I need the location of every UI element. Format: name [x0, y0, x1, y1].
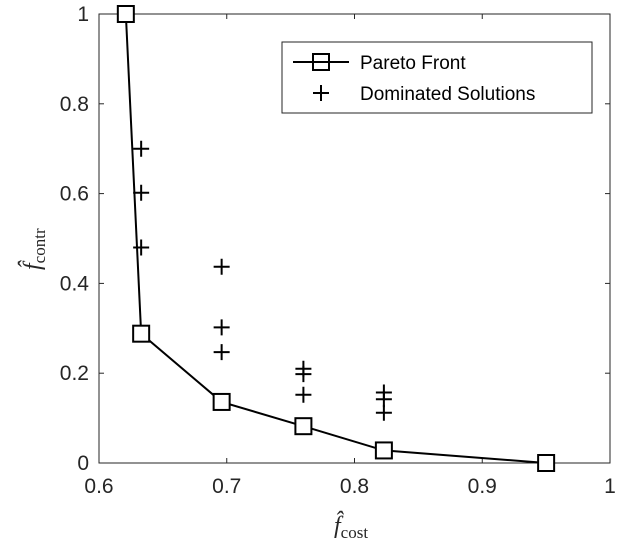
y-tick-label: 0.4 — [60, 272, 90, 295]
pareto-point — [212, 392, 231, 411]
dominated-point — [295, 366, 312, 383]
pareto-point — [374, 441, 393, 460]
y-tick-label: 0.8 — [60, 93, 89, 116]
svg-text:f̂contr: f̂contr — [18, 228, 49, 270]
y-tick-label: 0.6 — [60, 183, 89, 206]
x-tick-label: 1 — [604, 475, 616, 498]
x-tick-label: 0.7 — [212, 475, 241, 498]
svg-text:f̂cost: f̂cost — [334, 511, 368, 542]
legend-dominated-label: Dominated Solutions — [360, 84, 535, 105]
y-axis-label-main: f̂ — [18, 260, 46, 270]
legend-box — [281, 41, 593, 114]
dominated-point — [133, 184, 150, 201]
dominated-point — [375, 404, 392, 421]
legend-dominated-marker — [313, 85, 329, 101]
dominated-point — [213, 319, 230, 336]
dominated-point — [295, 386, 312, 403]
y-axis-ticks: 0 0.2 0.4 0.6 0.8 1 — [60, 3, 610, 475]
dominated-point — [133, 140, 150, 157]
pareto-point — [116, 5, 135, 23]
y-tick-label: 1 — [77, 3, 89, 26]
x-axis-ticks: 0.6 0.7 0.8 0.9 1 — [84, 14, 616, 498]
x-tick-label: 0.8 — [340, 475, 369, 498]
x-axis-label-main: f̂ — [334, 511, 344, 539]
legend-pareto-label: Pareto Front — [360, 53, 466, 74]
dominated-point — [213, 344, 230, 361]
pareto-point — [294, 417, 313, 436]
y-tick-label: 0 — [77, 452, 89, 475]
legend-pareto-marker — [312, 53, 330, 71]
dominated-point — [213, 258, 230, 275]
x-tick-label: 0.9 — [468, 475, 497, 498]
y-axis-label: f̂contr — [18, 228, 49, 270]
legend: Pareto Front Dominated Solutions — [281, 41, 593, 114]
x-tick-label: 0.6 — [84, 475, 113, 498]
x-axis-label-sub: cost — [341, 523, 369, 542]
pareto-point — [537, 454, 556, 472]
pareto-front-line — [124, 13, 547, 464]
series-layer — [116, 5, 556, 472]
dominated-point — [133, 239, 150, 256]
pareto-point — [132, 324, 151, 343]
y-axis-label-sub: contr — [30, 228, 49, 263]
y-tick-label: 0.2 — [60, 362, 89, 385]
dominated-point — [375, 391, 392, 408]
x-axis-label: f̂cost — [334, 511, 368, 542]
